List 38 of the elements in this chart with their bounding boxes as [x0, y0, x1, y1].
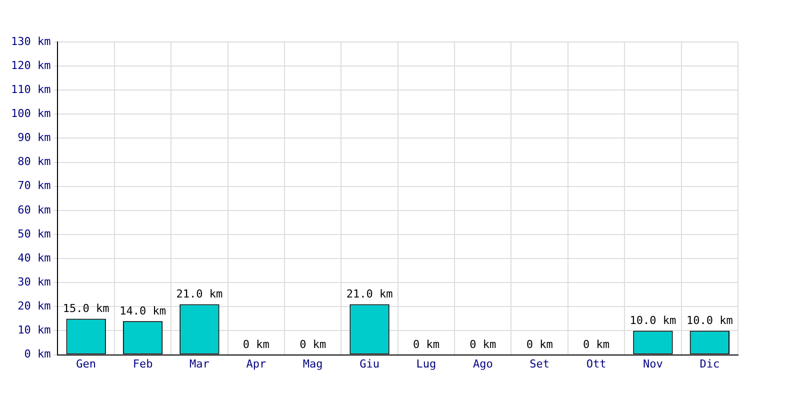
y-tick-label: 80 km — [18, 155, 52, 168]
y-tick-label: 110 km — [10, 82, 52, 96]
x-tick-label: Lug — [416, 357, 436, 370]
data-label: 21.0 km — [176, 288, 224, 301]
x-tick-label: Gen — [76, 357, 96, 370]
data-label: 10.0 km — [686, 314, 734, 328]
data-label: 0 km — [300, 338, 326, 352]
data-label: 14.0 km — [120, 304, 166, 318]
x-tick-label: Giu — [360, 357, 380, 370]
data-label: 0 km — [583, 338, 610, 352]
x-tick-label: Mar — [190, 357, 210, 370]
x-tick-label: Nov — [643, 357, 664, 370]
x-tick-label: Mag — [302, 357, 323, 370]
y-tick-label: 130 km — [10, 34, 52, 48]
data-label: 15.0 km — [62, 302, 110, 316]
data-label: 0 km — [470, 338, 497, 352]
y-tick-label: 0 km — [24, 348, 52, 361]
data-label: 0 km — [526, 338, 554, 352]
y-tick-label: 100 km — [10, 107, 52, 120]
y-tick-label: 10 km — [18, 324, 52, 337]
data-label: 0 km — [242, 338, 270, 352]
data-label: 21.0 km — [346, 288, 394, 301]
x-tick-label: Feb — [132, 357, 153, 370]
x-tick-label: Dic — [700, 357, 720, 370]
y-tick-label: 40 km — [18, 251, 52, 264]
y-tick-label: 50 km — [18, 227, 52, 240]
y-tick-label: 70 km — [18, 179, 52, 192]
y-tick-label: 120 km — [10, 58, 52, 72]
x-tick-label: Set — [530, 357, 550, 370]
x-tick-label: Ott — [586, 357, 606, 370]
x-tick-label: Apr — [246, 357, 266, 370]
data-label: 10.0 km — [630, 314, 677, 328]
x-tick-label: Ago — [472, 357, 493, 370]
y-tick-label: 20 km — [18, 300, 52, 313]
y-tick-label: 30 km — [18, 275, 52, 288]
data-label: 0 km — [412, 338, 440, 352]
y-tick-label: 60 km — [18, 203, 52, 216]
y-tick-label: 90 km — [18, 131, 52, 144]
